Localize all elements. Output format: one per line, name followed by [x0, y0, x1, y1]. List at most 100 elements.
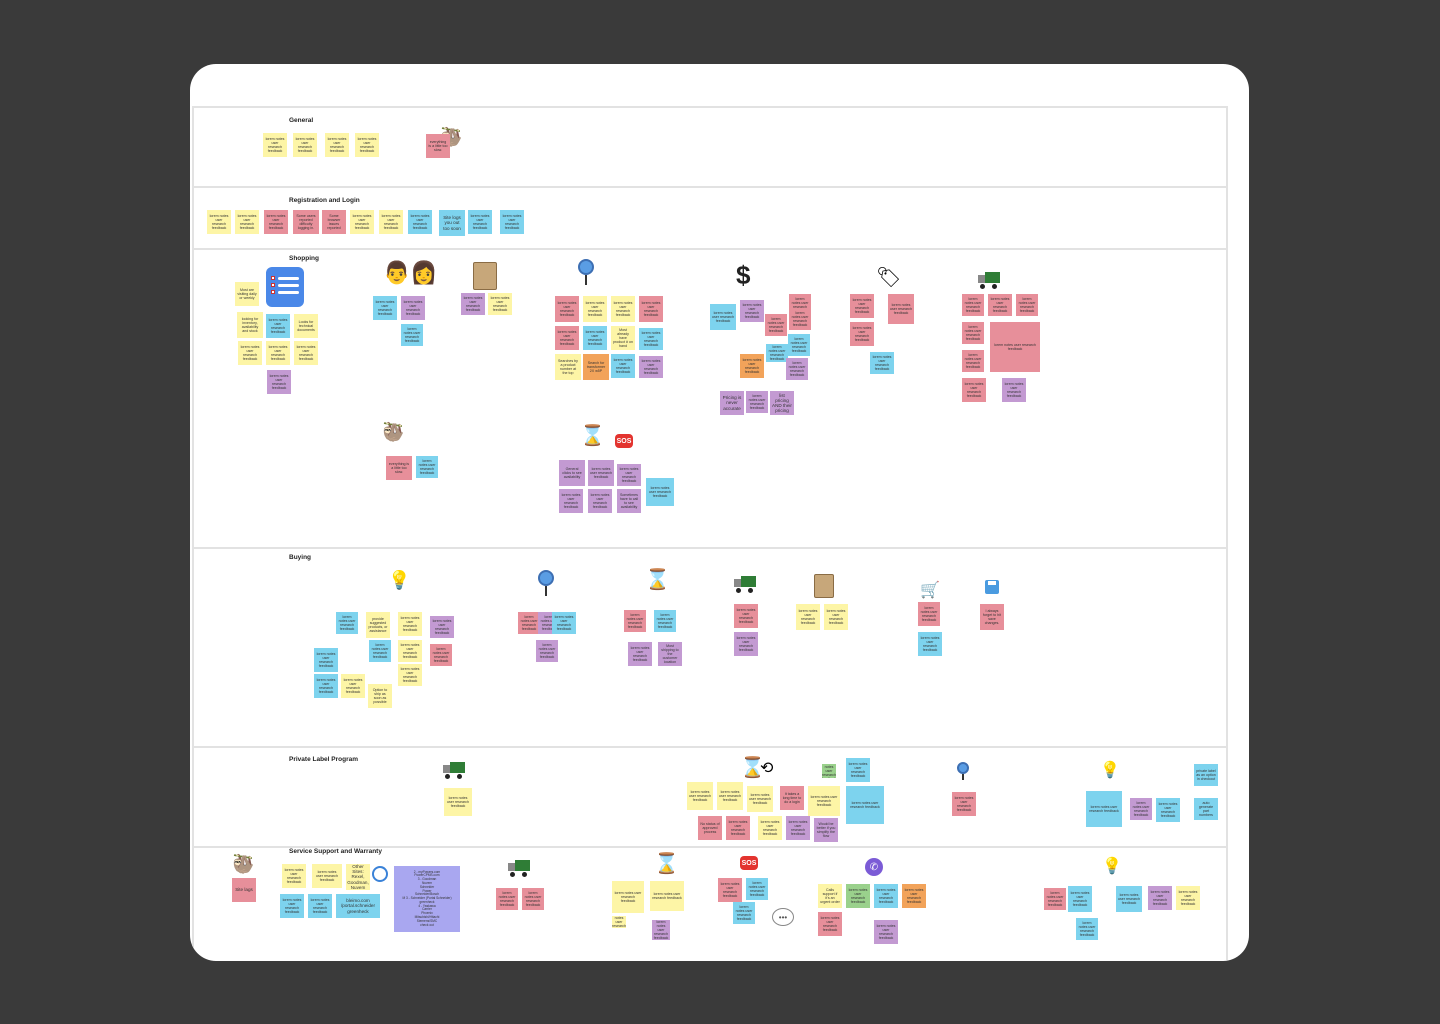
sticky-note[interactable]: lorem notes user research feedback [282, 864, 306, 888]
sticky-note[interactable]: lorem notes user research feedback [639, 328, 663, 350]
sticky-note[interactable]: lorem notes user research feedback [874, 884, 898, 908]
sticky-note[interactable]: lorem notes user research feedback [734, 632, 758, 656]
sticky-note[interactable]: private label as an option in checkout [1194, 764, 1218, 786]
sticky-note[interactable]: lorem notes user research feedback [822, 764, 836, 778]
sticky-note[interactable]: Most already have product # on hand [611, 326, 635, 350]
sticky-note[interactable]: lorem notes user research feedback [628, 642, 652, 666]
sticky-note[interactable]: General clicks to see availability [559, 460, 585, 486]
sticky-note[interactable]: lorem notes user research feedback [786, 816, 810, 840]
sticky-note[interactable]: lorem notes user research feedback [740, 300, 764, 322]
sticky-note[interactable]: lorem notes user research feedback [583, 296, 607, 322]
sticky-note[interactable]: lorem notes user research feedback [552, 612, 576, 634]
sticky-note[interactable]: It takes a long time to do a login [780, 786, 804, 810]
sticky-note[interactable]: lorem notes user research feedback [990, 322, 1040, 372]
sticky-note[interactable]: lorem notes user research feedback [308, 894, 332, 918]
sticky-note[interactable]: lorem notes user research feedback [796, 604, 820, 630]
sticky-note[interactable]: lorem notes user research feedback [468, 210, 492, 234]
sticky-note[interactable]: lorem notes user research feedback [846, 758, 870, 782]
sticky-note[interactable]: lorem notes user research feedback [555, 326, 579, 350]
sticky-note[interactable]: lorem notes user research feedback [746, 878, 768, 900]
sticky-note[interactable]: lorem notes user research feedback [786, 358, 808, 380]
sticky-note[interactable]: looking for inventory, availability and … [237, 312, 263, 338]
sticky-note[interactable]: lorem notes user research feedback [639, 356, 663, 378]
sticky-note[interactable]: lorem notes user research feedback [430, 616, 454, 638]
sticky-note[interactable]: lorem notes user research feedback [617, 464, 641, 486]
sticky-note[interactable]: Would be better if you simplify the flow [814, 818, 838, 842]
sticky-note[interactable]: No status of approved process [698, 816, 722, 840]
sticky-note[interactable]: lorem notes user research feedback [788, 334, 810, 356]
sticky-note[interactable]: lorem notes user research feedback [264, 210, 288, 234]
sticky-note[interactable]: lorem notes user research feedback [710, 304, 736, 330]
sticky-note[interactable]: lorem notes user research feedback [765, 314, 787, 336]
sticky-note[interactable]: lorem notes user research feedback [918, 632, 942, 656]
sticky-note[interactable]: lorem notes user research feedback [766, 344, 788, 362]
sticky-note[interactable]: lorem notes user research feedback [818, 912, 842, 936]
sticky-note[interactable]: lorem notes user research feedback [726, 816, 750, 840]
sticky-note[interactable]: lorem notes user research feedback [652, 920, 670, 940]
sticky-note[interactable]: lorem notes user research feedback [988, 294, 1012, 316]
sticky-note[interactable]: lorem notes user research feedback [639, 296, 663, 322]
sticky-note[interactable]: lorem notes user research feedback [488, 293, 512, 315]
sticky-note[interactable]: Calls support if it's an urgent order [818, 884, 842, 908]
sticky-note[interactable]: lorem notes user research feedback [312, 864, 342, 888]
sticky-note[interactable]: lorem notes user research feedback [496, 888, 518, 910]
sticky-note[interactable]: lorem notes user research feedback [1068, 886, 1092, 912]
sticky-note[interactable]: lorem notes user research feedback [1016, 294, 1038, 316]
sticky-note[interactable]: lorem notes user research feedback [687, 782, 713, 810]
sticky-note[interactable]: lorem notes user research feedback [850, 322, 874, 346]
sticky-note[interactable]: I always forget to hit save changes. [980, 604, 1004, 630]
sticky-note[interactable]: lorem notes user research feedback [612, 881, 644, 913]
sticky-note[interactable]: lorem notes user research feedback [588, 460, 614, 486]
sticky-note[interactable]: Pricing is never accurate [720, 391, 744, 415]
sticky-note[interactable]: provide suggested products, or assistanc… [366, 612, 390, 638]
sticky-note[interactable]: lorem notes user research feedback [611, 296, 635, 322]
sticky-note[interactable]: Site lags [232, 878, 256, 902]
sticky-note[interactable]: lorem notes user research feedback [408, 210, 432, 234]
sticky-note[interactable]: lorem notes user research feedback [888, 294, 914, 324]
sticky-note[interactable]: lorem notes user research feedback [238, 341, 262, 365]
sticky-note[interactable]: lorem notes user research feedback [336, 612, 358, 634]
sticky-note[interactable]: lorem notes user research feedback [1076, 918, 1098, 940]
sticky-note[interactable]: lorem notes user research feedback [235, 210, 259, 234]
sticky-note[interactable]: lorem notes user research feedback [870, 352, 894, 374]
sticky-note[interactable]: lorem notes user research feedback [355, 133, 379, 157]
sticky-note[interactable]: list pricing AND their pricing [770, 391, 794, 415]
sticky-note[interactable]: lorem notes user research feedback [536, 640, 558, 662]
sticky-note[interactable]: lorem notes user research feedback [401, 324, 423, 346]
sticky-note[interactable]: lorem notes user research feedback [280, 894, 304, 918]
sticky-note[interactable]: lorem notes user research feedback [314, 674, 338, 698]
sticky-note[interactable]: lorem notes user research feedback [430, 644, 452, 666]
sticky-note[interactable]: lorem notes user research feedback [734, 604, 758, 628]
sticky-note[interactable]: Most are visiting daily or weekly [235, 282, 259, 306]
sticky-note[interactable]: lorem notes user research feedback [555, 296, 579, 322]
sticky-note[interactable]: lorem notes user research feedback [902, 884, 926, 908]
sticky-note[interactable]: lorem notes user research feedback [398, 612, 422, 636]
sticky-note[interactable]: lorem notes user research feedback [588, 489, 612, 513]
sticky-note[interactable]: Site logs you out too soon [439, 210, 465, 236]
sticky-note[interactable]: lorem notes user research feedback [325, 133, 349, 157]
sticky-note[interactable]: lorem notes user research feedback [962, 294, 984, 316]
sticky-note[interactable]: lorem notes user research feedback [824, 604, 848, 630]
sticky-note[interactable]: lorem notes user research feedback [717, 782, 743, 810]
sticky-note[interactable]: Some browser issues reported [322, 210, 346, 234]
sticky-note[interactable]: lorem notes user research feedback [500, 210, 524, 234]
sticky-note[interactable]: lorem notes user research feedback [398, 640, 422, 662]
sticky-note[interactable]: lorem notes user research feedback [962, 322, 984, 344]
sticky-note[interactable]: everything is a little too slow. [426, 134, 450, 158]
sticky-note[interactable]: lorem notes user research feedback [266, 341, 290, 365]
sticky-note[interactable]: lorem notes user research feedback [962, 350, 984, 372]
sticky-note[interactable]: lorem notes user research feedback [267, 370, 291, 394]
sticky-note[interactable]: 2 - myPowers.com PowerCPMS.com 3 - Goodm… [394, 866, 460, 932]
sticky-note[interactable]: lorem notes user research feedback [350, 210, 374, 234]
sticky-note[interactable]: lorem notes user research feedback [962, 378, 986, 402]
sticky-note[interactable]: lorem notes user research feedback [583, 326, 607, 350]
sticky-note[interactable]: everything is a little too slow. [386, 456, 412, 480]
sticky-note[interactable]: lorem notes user research feedback [758, 816, 782, 840]
sticky-note[interactable]: bleimo.com /portal.schneider greenheck [336, 894, 380, 918]
sticky-note[interactable]: lorem notes user research feedback [747, 786, 773, 812]
sticky-note[interactable]: lorem notes user research feedback [718, 878, 742, 902]
sticky-note[interactable]: lorem notes user research feedback [952, 792, 976, 816]
sticky-note[interactable]: lorem notes user research feedback [1148, 886, 1172, 910]
sticky-note[interactable]: lorem notes user research feedback [1044, 888, 1066, 910]
sticky-note[interactable]: lorem notes user research feedback [846, 786, 884, 824]
